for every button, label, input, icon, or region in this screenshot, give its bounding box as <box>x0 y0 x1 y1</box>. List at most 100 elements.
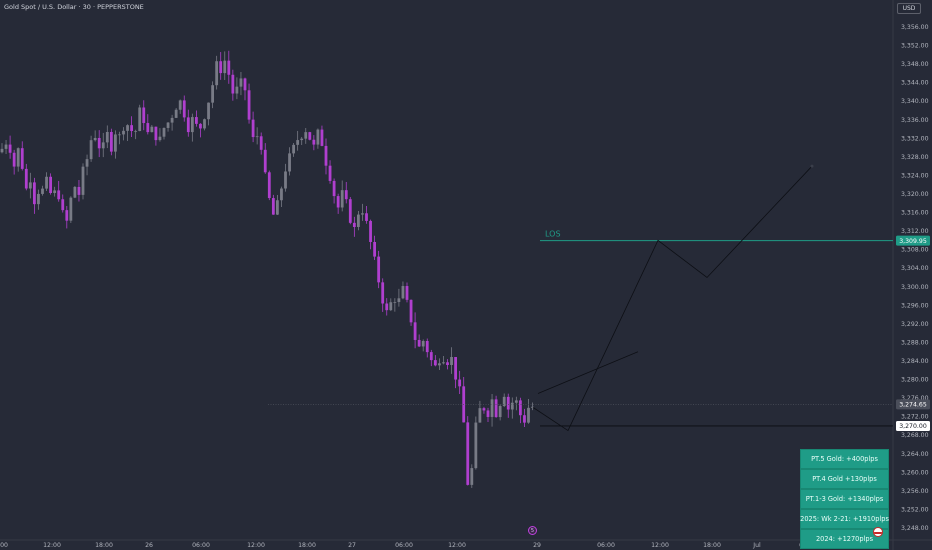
candle-body <box>61 199 65 211</box>
candle-body <box>174 109 178 118</box>
candle-body <box>486 410 490 417</box>
y-tick-label: 3,356.00 <box>901 24 929 31</box>
candle-body <box>24 168 28 189</box>
candle-body <box>134 131 138 132</box>
candle-body <box>361 213 364 215</box>
x-tick-label: 12:00 <box>43 542 61 549</box>
y-tick-label: 3,292.00 <box>901 321 929 328</box>
performance-row-1: PT.5 Gold: +400plps <box>800 449 889 469</box>
candle-body <box>49 176 52 194</box>
candle-body <box>138 107 142 132</box>
candle-body <box>109 131 113 152</box>
candle-body <box>146 123 150 133</box>
x-tick-label: 26 <box>145 542 153 549</box>
candle-body <box>259 136 263 150</box>
candle-body <box>73 186 77 198</box>
y-tick-label: 3,352.00 <box>901 43 929 50</box>
current-price-tag-bg <box>896 399 930 410</box>
candle-body <box>385 303 389 311</box>
y-tick-label: 3,256.00 <box>901 488 929 495</box>
candle-body <box>316 129 320 145</box>
event-marker-icon[interactable]: 5 <box>528 526 537 535</box>
candle-body <box>267 172 271 199</box>
candle-body <box>304 132 308 139</box>
y-tick-label: 3,300.00 <box>901 284 929 291</box>
candle-body <box>348 199 352 223</box>
candle-body <box>263 149 267 173</box>
candle-body <box>105 131 109 143</box>
symbol-title[interactable]: Gold Spot / U.S. Dollar · 30 · PEPPERSTO… <box>4 3 144 11</box>
x-tick-label: 12:00 <box>651 542 669 549</box>
candle-body <box>231 74 235 94</box>
candle-body <box>490 399 494 417</box>
candle-body <box>182 100 186 118</box>
candle-body <box>470 468 474 485</box>
candle-body <box>389 302 393 311</box>
candle-body <box>255 136 259 138</box>
candle-body <box>190 117 194 133</box>
x-tick-label: 29 <box>533 542 541 549</box>
y-tick-label: 3,268.00 <box>901 432 929 439</box>
candle-body <box>195 117 198 124</box>
y-tick-label: 3,264.00 <box>901 451 929 458</box>
candle-body <box>53 190 57 194</box>
us-flag-icon[interactable] <box>873 527 883 537</box>
candle-body <box>328 165 332 181</box>
candle-body <box>425 341 429 353</box>
candle-body <box>519 400 522 416</box>
candle-body <box>446 362 449 366</box>
candle-body <box>296 140 300 145</box>
candle-body <box>381 282 385 304</box>
candle-body <box>344 190 348 200</box>
candle-body <box>450 357 453 366</box>
candle-body <box>413 322 417 340</box>
candle-body <box>118 134 121 136</box>
x-tick-label: 27 <box>348 542 356 549</box>
candle-body <box>223 60 227 74</box>
performance-panel: PT.5 Gold: +400plps PT.4 Gold +130plps P… <box>800 449 889 549</box>
candle-body <box>215 61 219 86</box>
candle-body <box>438 363 441 366</box>
currency-button[interactable]: USD <box>897 3 921 14</box>
performance-row-3: PT.1-3 Gold: +1340plps <box>800 489 889 509</box>
candle-body <box>458 379 462 387</box>
y-tick-label: 3,328.00 <box>901 154 929 161</box>
los-price-tag-bg <box>896 235 930 246</box>
y-tick-label: 3,340.00 <box>901 98 929 105</box>
candle-body <box>466 422 470 485</box>
y-tick-label: 3,284.00 <box>901 358 929 365</box>
support-price-tag-bg <box>896 420 930 431</box>
y-tick-label: 3,248.00 <box>901 525 929 532</box>
candle-body <box>130 125 133 132</box>
candle-body <box>77 186 81 195</box>
candle-body <box>81 166 85 195</box>
candle-body <box>45 176 48 189</box>
y-tick-label: 3,332.00 <box>901 135 929 142</box>
candle-body <box>523 415 526 423</box>
projection-end-dot <box>810 164 814 168</box>
candle-body <box>235 86 239 94</box>
candle-body <box>33 182 36 205</box>
candle-body <box>393 302 397 303</box>
projection-path <box>532 165 813 432</box>
y-tick-label: 3,308.00 <box>901 247 929 254</box>
candle-body <box>442 362 445 364</box>
y-tick-label: 3,260.00 <box>901 469 929 476</box>
performance-row-5: 2024: +1270plps <box>800 529 889 549</box>
candle-body <box>12 152 16 167</box>
candle-body <box>199 123 202 129</box>
candle-body <box>0 148 4 153</box>
candle-body <box>502 396 506 407</box>
candle-body <box>276 200 279 215</box>
candle-body <box>154 126 158 141</box>
y-tick-label: 3,336.00 <box>901 117 929 124</box>
candle-body <box>219 61 223 74</box>
candle-body <box>352 222 356 227</box>
candle-body <box>170 117 174 123</box>
candle-body <box>186 117 190 133</box>
candle-body <box>178 100 182 110</box>
x-tick-label: Jul <box>752 542 761 549</box>
candle-body <box>429 352 433 361</box>
candle-body <box>377 256 381 283</box>
